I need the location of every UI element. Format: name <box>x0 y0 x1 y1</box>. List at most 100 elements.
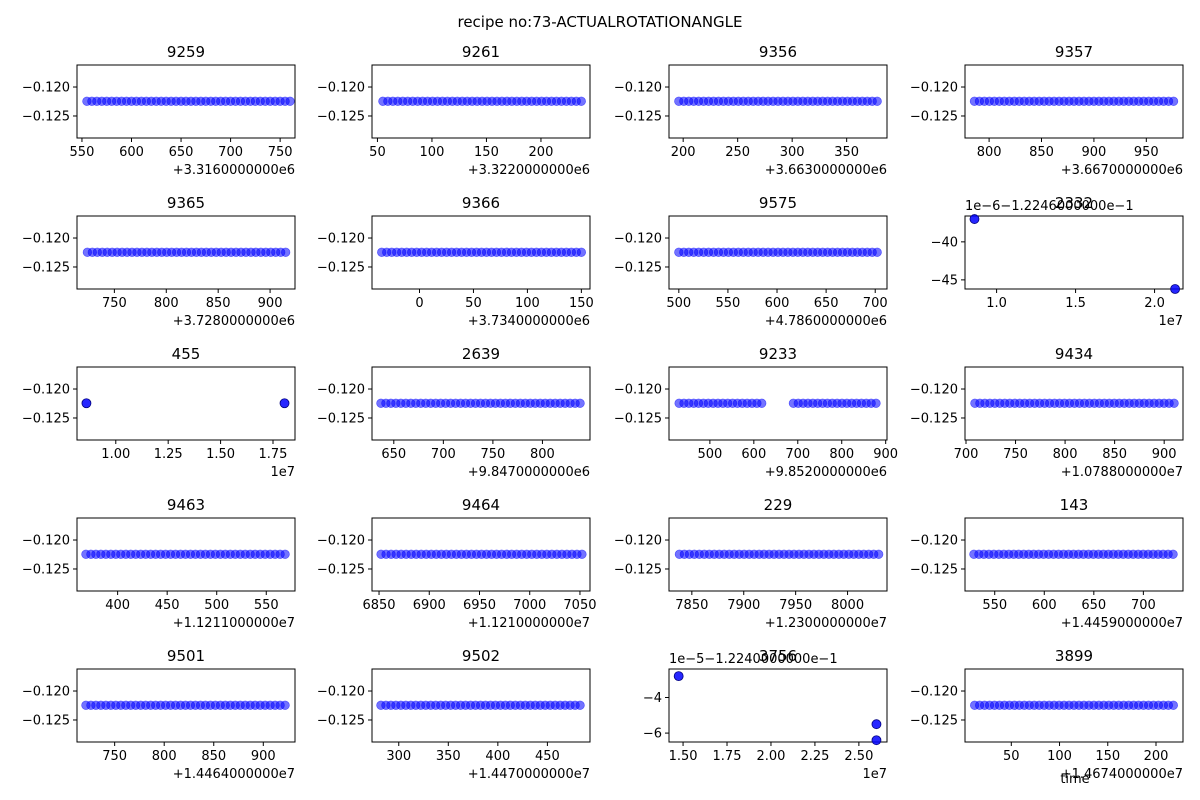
data-point <box>757 398 767 408</box>
markers <box>81 398 290 409</box>
x-tick-label: 1.00 <box>101 447 130 462</box>
data-point <box>81 398 92 409</box>
x-tick-label: 550 <box>982 598 1007 613</box>
subplot-9261: 9261 50 100 150 200 −0.120 −0.125 +3.3220000000… <box>317 43 591 178</box>
axes-frame <box>76 366 296 441</box>
axes-frame <box>371 64 591 139</box>
markers <box>376 549 587 559</box>
x-tick-label: 400 <box>485 749 510 764</box>
markers <box>674 398 881 408</box>
y-tick-label: −0.120 <box>910 685 958 700</box>
x-tick-label: 2.50 <box>844 749 873 764</box>
x-offset-label: +3.7340000000e6 <box>468 314 590 329</box>
y-tick-label: −0.125 <box>317 260 365 275</box>
markers <box>674 549 884 559</box>
markers <box>82 247 291 257</box>
subplot-title: 9233 <box>759 345 797 363</box>
x-offset-label: +1.4459000000e7 <box>1061 616 1183 631</box>
subplot-title: 9366 <box>462 194 500 212</box>
x-offset-label: +9.8470000000e6 <box>468 465 590 480</box>
data-point <box>872 96 882 106</box>
x-tick-label: 750 <box>480 447 505 462</box>
x-tick-label: 700 <box>785 447 810 462</box>
data-point <box>874 549 884 559</box>
subplot-title: 9357 <box>1055 43 1093 61</box>
axes-frame <box>668 668 888 743</box>
x-tick-label: 1.75 <box>713 749 742 764</box>
x-offset-label: +1.4674000000e7 <box>1061 767 1183 782</box>
subplot-title: 455 <box>172 345 201 363</box>
subplot-2332: 2332 1.0 1.5 2.0 −40 −45 1e7 1e−6−1.2246000000e… <box>931 194 1184 329</box>
markers <box>82 96 295 106</box>
y-tick-label: −0.125 <box>317 109 365 124</box>
data-point <box>280 549 290 559</box>
data-point <box>575 700 585 710</box>
y-tick-label: −0.125 <box>614 109 662 124</box>
y-tick-label: −0.120 <box>317 232 365 247</box>
x-tick-label: 0 <box>415 296 423 311</box>
data-point <box>1170 284 1181 294</box>
x-tick-label: 700 <box>431 447 456 462</box>
data-point <box>577 549 587 559</box>
subplot-9575: 9575 500 550 600 650 700 −0.120 −0.125 +4.786000… <box>614 194 888 329</box>
x-tick-label: 550 <box>716 296 741 311</box>
markers <box>378 96 586 106</box>
axes-frame <box>668 366 888 441</box>
x-tick-label: 2.0 <box>1144 296 1165 311</box>
x-tick-label: 100 <box>420 145 445 160</box>
y-tick-label: −0.125 <box>614 411 662 426</box>
markers <box>969 96 1179 106</box>
y-tick-label: −0.120 <box>614 81 662 96</box>
x-tick-label: 650 <box>169 145 194 160</box>
x-tick-label: 500 <box>697 447 722 462</box>
x-offset-label: +3.7280000000e6 <box>173 314 295 329</box>
subplot-455: 455 1.00 1.25 1.50 1.75 −0.120 −0.125 1e7 <box>22 345 296 480</box>
data-point <box>576 96 586 106</box>
x-tick-label: 100 <box>515 296 540 311</box>
x-offset-label: +1.4464000000e7 <box>173 767 295 782</box>
subplot-143: 143 550 600 650 700 −0.120 −0.125 +1.4459000000… <box>910 496 1184 631</box>
axes-frame <box>76 668 296 743</box>
x-tick-label: 350 <box>436 749 461 764</box>
x-tick-label: 800 <box>530 447 555 462</box>
data-point <box>576 247 586 257</box>
axes-frame <box>371 366 591 441</box>
subplot-229: 229 7850 7900 7950 8000 −0.120 −0.125 +1.230000… <box>614 496 888 631</box>
subplots-grid: 9259 550 600 650 700 750 −0.120 −0.125 +3.316000… <box>22 43 1184 782</box>
x-tick-label: 650 <box>814 296 839 311</box>
figure-title: recipe no:73-ACTUALROTATIONANGLE <box>457 13 742 31</box>
data-point <box>285 96 295 106</box>
x-tick-label: 50 <box>1003 749 1020 764</box>
x-tick-label: 1.0 <box>986 296 1007 311</box>
x-tick-label: 700 <box>954 447 979 462</box>
x-tick-label: 600 <box>765 296 790 311</box>
x-tick-label: 800 <box>977 145 1002 160</box>
subplot-title: 3756 <box>759 647 797 665</box>
x-tick-label: 150 <box>569 296 594 311</box>
x-offset-label: +3.3160000000e6 <box>173 163 295 178</box>
subplot-9464: 9464 6850 6900 6950 7000 7050 −0.120 −0.125 +1.1… <box>317 496 597 631</box>
x-tick-label: 550 <box>70 145 95 160</box>
markers <box>81 549 290 559</box>
x-offset-label: +3.6670000000e6 <box>1061 163 1183 178</box>
y-tick-label: −0.120 <box>910 81 958 96</box>
x-tick-label: 850 <box>206 296 231 311</box>
x-tick-label: 150 <box>1095 749 1120 764</box>
data-point <box>280 700 290 710</box>
y-tick-label: −0.120 <box>317 534 365 549</box>
y-tick-label: −0.120 <box>910 534 958 549</box>
axes-frame <box>668 517 888 592</box>
x-tick-label: 700 <box>1131 598 1156 613</box>
x-tick-label: 900 <box>1081 145 1106 160</box>
x-offset-label: +9.8520000000e6 <box>765 465 887 480</box>
x-offset-label: 1e7 <box>862 767 887 782</box>
data-point <box>871 719 882 730</box>
x-tick-label: 7900 <box>727 598 760 613</box>
y-tick-label: −0.125 <box>317 411 365 426</box>
y-tick-label: −0.120 <box>317 383 365 398</box>
axes-frame <box>964 366 1184 441</box>
x-tick-label: 450 <box>155 598 180 613</box>
x-tick-label: 600 <box>1032 598 1057 613</box>
x-tick-label: 50 <box>465 296 482 311</box>
axes-frame <box>964 64 1184 139</box>
